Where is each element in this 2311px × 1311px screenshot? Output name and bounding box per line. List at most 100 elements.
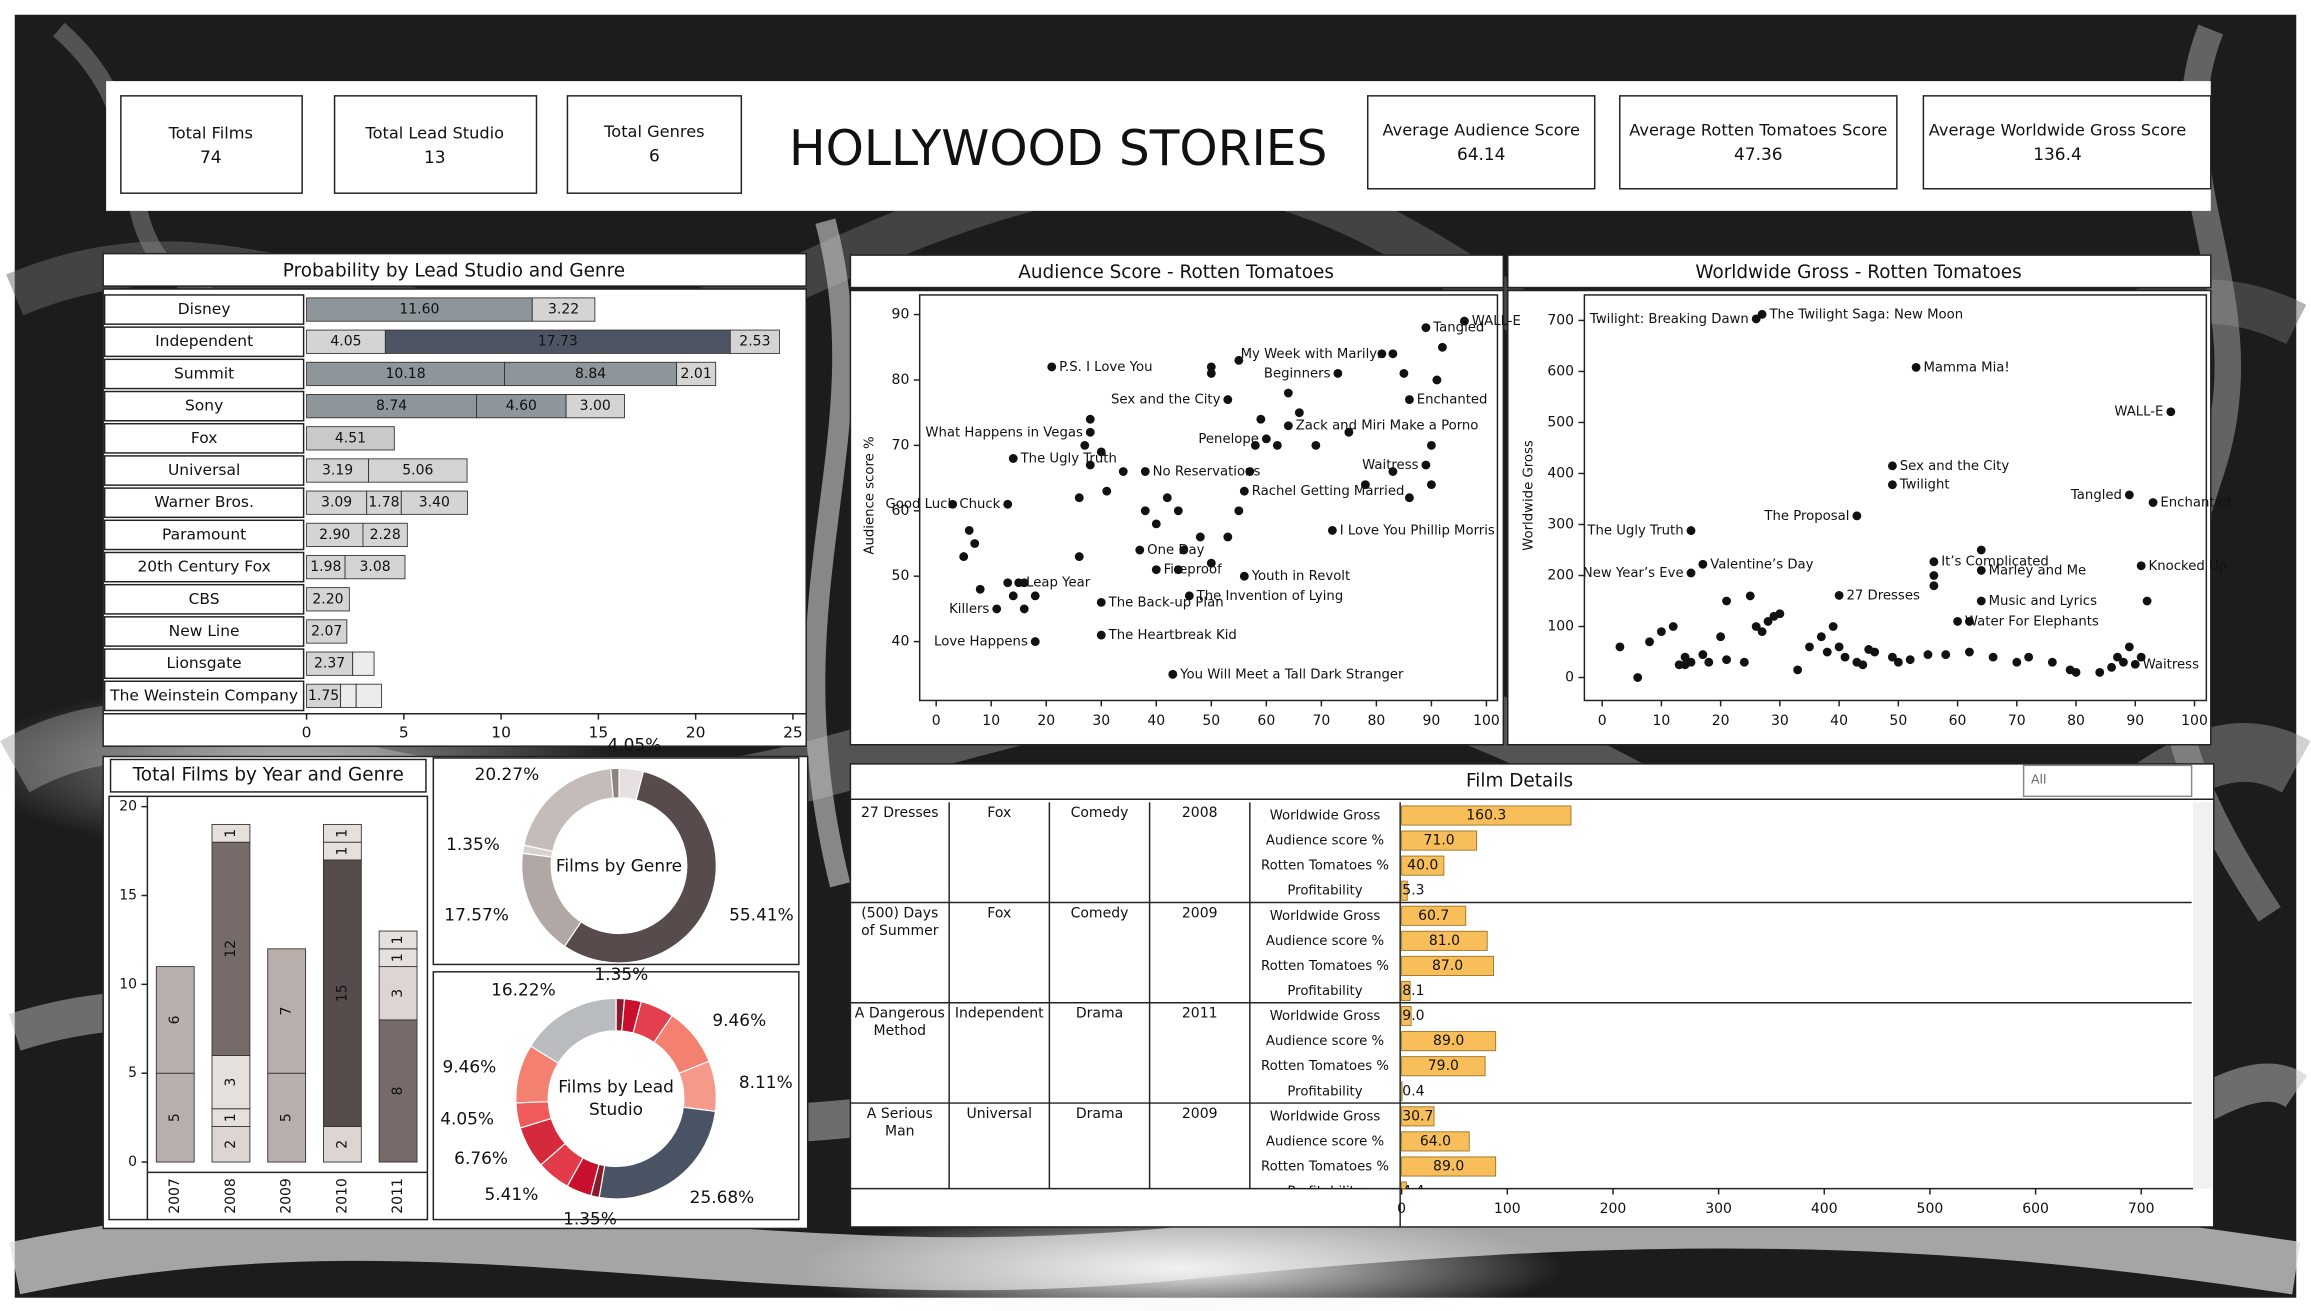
- data-label: 81.0: [1429, 933, 1460, 949]
- point: [1793, 665, 1803, 675]
- slice-label: 17.57%: [444, 904, 509, 924]
- point: [1988, 652, 1998, 662]
- category-label: The Weinstein Company: [109, 686, 298, 704]
- data-label: 11.60: [399, 302, 439, 318]
- cell-text: 2011: [1181, 1005, 1218, 1022]
- point-label: Music and Lyrics: [1989, 594, 2097, 609]
- point: [1195, 532, 1205, 542]
- cell-text: 2008: [1181, 805, 1218, 822]
- point: [1388, 467, 1398, 476]
- point: [1437, 342, 1447, 352]
- point-label: Twilight: Breaking Dawn: [1589, 312, 1749, 327]
- point: [1645, 637, 1654, 647]
- category-label: Sony: [185, 397, 223, 415]
- point-label: 27 Dresses: [1846, 588, 1920, 603]
- data-label: 1: [390, 953, 406, 962]
- x-tick-label: 20: [686, 723, 706, 741]
- slice-label: 5.41%: [485, 1184, 539, 1204]
- point: [2024, 652, 2034, 662]
- point: [1206, 369, 1216, 378]
- table-cell: Drama: [1076, 1106, 1123, 1122]
- bar-segment: [565, 394, 625, 419]
- data-label: 17.73: [538, 334, 578, 350]
- data-label: 3.08: [359, 559, 390, 575]
- category-cell: [103, 294, 305, 325]
- point: [1426, 480, 1436, 490]
- point: [1722, 655, 1731, 665]
- data-label: 2.53: [739, 334, 770, 350]
- point: [1745, 591, 1755, 601]
- bar-segment: [378, 966, 418, 1021]
- measure-name: Profitability: [1287, 1185, 1362, 1200]
- point: [1003, 499, 1013, 509]
- point: [1019, 604, 1029, 614]
- bar: [1401, 930, 1488, 951]
- data-label: 1: [334, 829, 350, 838]
- point-label: The Invention of Lying: [1196, 589, 1344, 604]
- bar-segment: [362, 522, 408, 548]
- donut-slice: [529, 997, 617, 1064]
- y-tick-label: 90: [892, 307, 910, 323]
- point-label: Water For Elephants: [1965, 614, 2099, 629]
- data-label: 1: [223, 829, 239, 838]
- filter-value[interactable]: All: [2031, 772, 2047, 787]
- point: [1686, 657, 1696, 667]
- point: [1234, 506, 1244, 516]
- measure-name: Audience score %: [1266, 834, 1384, 849]
- table-cell: 2011: [1181, 1005, 1218, 1022]
- point: [1377, 349, 1387, 359]
- x-tick-label: 90: [2126, 713, 2144, 729]
- point: [1239, 486, 1249, 496]
- bar: [1401, 1006, 1412, 1027]
- x-tick-label: 0: [932, 713, 941, 729]
- point: [1459, 316, 1469, 326]
- category-cell: [103, 583, 305, 615]
- measure-name: Rotten Tomatoes %: [1261, 859, 1389, 874]
- category-label: Paramount: [162, 525, 246, 543]
- donut-title: Films by Lead Studio: [558, 1076, 674, 1120]
- data-label: 2: [223, 1140, 239, 1149]
- point: [1256, 414, 1266, 424]
- bar-segment: [306, 426, 395, 451]
- y-tick-label: 60: [892, 503, 910, 519]
- point: [1941, 650, 1951, 659]
- table-cell: Comedy: [1071, 905, 1129, 921]
- point: [1911, 362, 1921, 372]
- point-label: Beginners: [1264, 366, 1331, 381]
- slice-label: 1.35%: [446, 834, 500, 854]
- slice-label: 20.27%: [475, 764, 540, 784]
- x-tick-label: 60: [1949, 713, 1967, 729]
- y-tick-label: 300: [1547, 516, 1574, 532]
- slice-label: 4.05%: [607, 735, 661, 755]
- category-cell: [103, 519, 305, 551]
- point: [1096, 447, 1106, 457]
- table-cell: (500) Days of Summer: [861, 905, 938, 939]
- x-tick-label: 70: [2008, 713, 2026, 729]
- bar-segment: [267, 948, 307, 1074]
- data-label: 7: [279, 1007, 295, 1016]
- point: [1003, 578, 1013, 588]
- kpi-label: Average Rotten Tomatoes Score: [1629, 121, 1887, 140]
- y-tick-label: 40: [892, 634, 910, 650]
- point: [1019, 578, 1029, 588]
- point: [1173, 506, 1183, 516]
- category-label: Independent: [155, 332, 253, 350]
- y-tick-label: 600: [1547, 363, 1574, 379]
- point-label: My Week with Marilyn: [1241, 347, 1386, 362]
- scrollbar[interactable]: [2193, 802, 2213, 1189]
- table-cell: 2009: [1181, 1106, 1218, 1123]
- kpi-value: 13: [424, 147, 446, 167]
- bar-segment: [211, 1054, 251, 1110]
- x-tick-label: 2008: [223, 1178, 239, 1214]
- y-tick-label: 0: [128, 1154, 137, 1170]
- data-label: 4.60: [506, 398, 537, 414]
- table-cell: 27 Dresses: [861, 805, 939, 821]
- data-label: 1: [334, 847, 350, 856]
- category-label: 20th Century Fox: [137, 558, 270, 576]
- point: [1344, 427, 1354, 437]
- point: [1223, 395, 1233, 405]
- point: [975, 584, 985, 594]
- filter-dropdown[interactable]: [2022, 764, 2193, 798]
- x-tick-label: 300: [1705, 1201, 1732, 1217]
- cell-text: 2009: [1181, 1106, 1218, 1123]
